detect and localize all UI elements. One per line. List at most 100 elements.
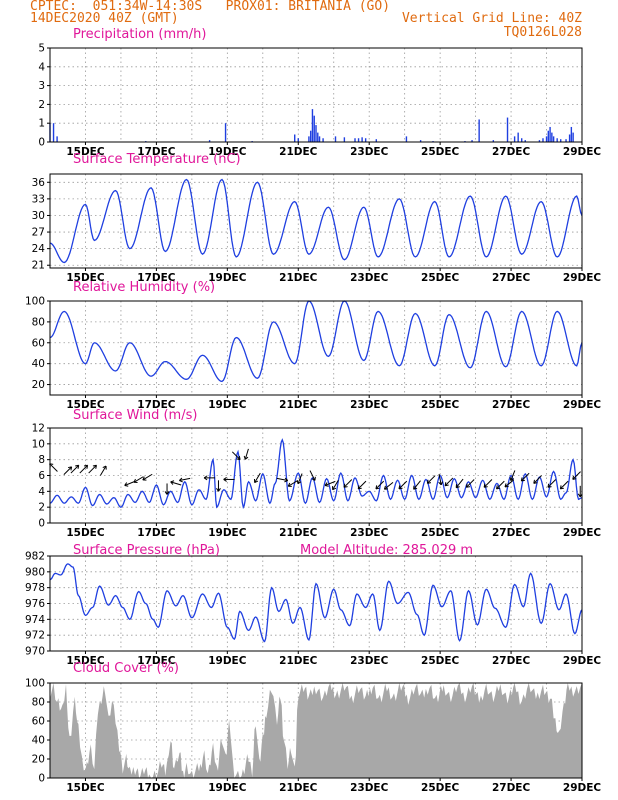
wind-arrow (88, 464, 97, 474)
wind-arrow (164, 483, 170, 495)
precip-bar (551, 132, 553, 142)
wind-arrow (533, 475, 542, 484)
y-tick-label: 978 (25, 582, 45, 594)
y-tick-label: 20 (32, 754, 45, 766)
y-tick-label: 36 (32, 177, 46, 189)
y-tick-label: 40 (32, 735, 45, 747)
wind-arrow (253, 472, 261, 484)
x-tick-label: 17DEC (137, 655, 176, 667)
y-tick-label: 4 (38, 486, 45, 498)
precip-bar (375, 139, 377, 142)
y-tick-label: 12 (32, 423, 45, 435)
cloud-cover-area (50, 683, 582, 778)
wind-arrow (483, 479, 493, 488)
precip-bar (542, 138, 544, 142)
y-tick-label: 3 (38, 80, 45, 92)
precip-bar (492, 140, 495, 142)
x-tick-label: 25DEC (421, 146, 460, 158)
wind-arrow (324, 480, 336, 487)
y-tick-label: 60 (32, 337, 45, 349)
y-tick-label: 972 (25, 630, 45, 642)
wind-arrow (133, 476, 144, 483)
y-tick-label: 982 (25, 551, 45, 563)
panel-title-3: Surface Wind (m/s) (73, 408, 197, 423)
precip-bar (322, 138, 324, 142)
wind-arrow (170, 480, 182, 486)
panel-frame-5 (49, 682, 583, 779)
wind-arrows (49, 448, 583, 498)
y-tick-label: 974 (25, 614, 45, 626)
wind-arrow (465, 479, 475, 488)
panel-0: 0 1 2 3 4 5 15DEC 17DEC 19DEC 21DEC 23DEC 25DEC 27DE… (38, 27, 601, 158)
series-line-4 (49, 563, 583, 643)
y-tick-label: 24 (32, 243, 46, 255)
x-tick-label: 27DEC (492, 272, 531, 284)
precip-bar (556, 138, 558, 142)
panel-frame-1 (49, 173, 583, 269)
precip-bar (343, 137, 346, 142)
precip-bar (318, 136, 321, 142)
x-tick-label: 21DEC (279, 272, 318, 284)
y-tick-label: 80 (32, 316, 45, 328)
x-tick-label: 29DEC (563, 146, 602, 158)
x-tick-label: 15DEC (66, 399, 105, 411)
x-tick-label: 19DEC (208, 272, 247, 284)
y-tick-label: 100 (25, 296, 45, 308)
y-tick-label: 30 (32, 210, 45, 222)
precip-bar (294, 134, 296, 142)
gridlines-2 (50, 301, 582, 395)
wind-arrow (426, 475, 436, 484)
wind-arrow (79, 464, 89, 474)
y-tick-label: 980 (25, 566, 45, 578)
y-tick-label: 5 (38, 43, 45, 55)
precip-bar (419, 140, 422, 142)
precip-bar (364, 138, 367, 142)
wind-arrow (559, 480, 569, 490)
precip-bar (517, 132, 519, 142)
y-tick-label: 1 (38, 118, 45, 130)
precip-bar (52, 123, 55, 142)
precip-bar (354, 138, 356, 142)
y-tick-label: 21 (32, 260, 45, 272)
x-tick-label: 21DEC (279, 146, 318, 158)
x-tick-label: 17DEC (137, 272, 176, 284)
x-tick-label: 17DEC (137, 782, 176, 794)
gridlines-1 (50, 174, 582, 268)
wind-arrow (496, 480, 505, 490)
panel-title-0: Precipitation (mm/h) (73, 27, 206, 42)
wind-arrow (231, 451, 241, 461)
wind-arrow (444, 477, 454, 487)
panel-1: 21 24 27 30 33 36 15DEC 17DEC 19DEC 21DEC 23DEC 25D… (32, 152, 602, 284)
precip-bars (49, 109, 574, 142)
precip-bar (547, 130, 550, 142)
y-tick-label: 80 (32, 697, 45, 709)
precip-bar (560, 139, 562, 142)
wind-arrow (179, 477, 191, 483)
x-tick-label: 19DEC (208, 782, 247, 794)
precip-bar (521, 138, 523, 142)
precip-bar (315, 125, 317, 142)
y-tick-label: 33 (32, 193, 45, 205)
wind-arrow (332, 480, 339, 491)
panel-title-2: Relative Humidity (%) (73, 280, 215, 295)
x-tick-label: 29DEC (563, 782, 602, 794)
precip-bar (311, 109, 314, 142)
precip-bar (56, 136, 58, 142)
panel-3: 0 2 4 6 8 10 12 15DEC 17DEC 19DEC 21DEC 23DEC 25DEC 2… (32, 408, 602, 539)
y-tick-label: 0 (38, 773, 45, 785)
x-tick-label: 23DEC (350, 655, 389, 667)
panel-title-4: Surface Pressure (hPa) (73, 543, 220, 558)
x-tick-label: 25DEC (421, 655, 460, 667)
x-tick-label: 23DEC (350, 399, 389, 411)
x-tick-label: 25DEC (421, 527, 460, 539)
x-tick-label: 27DEC (492, 782, 531, 794)
x-tick-label: 15DEC (66, 527, 105, 539)
header-station: CPTEC: 051:34W-14:30S PROX01: BRITANIA (… (30, 0, 391, 14)
precip-bar (313, 115, 315, 142)
x-tick-label: 25DEC (421, 782, 460, 794)
header-datetime: 14DEC2020 40Z (GMT) (30, 11, 179, 26)
y-tick-label: 2 (38, 99, 45, 111)
y-tick-label: 976 (25, 598, 45, 610)
precip-bar (572, 132, 574, 142)
x-tick-label: 29DEC (563, 272, 602, 284)
